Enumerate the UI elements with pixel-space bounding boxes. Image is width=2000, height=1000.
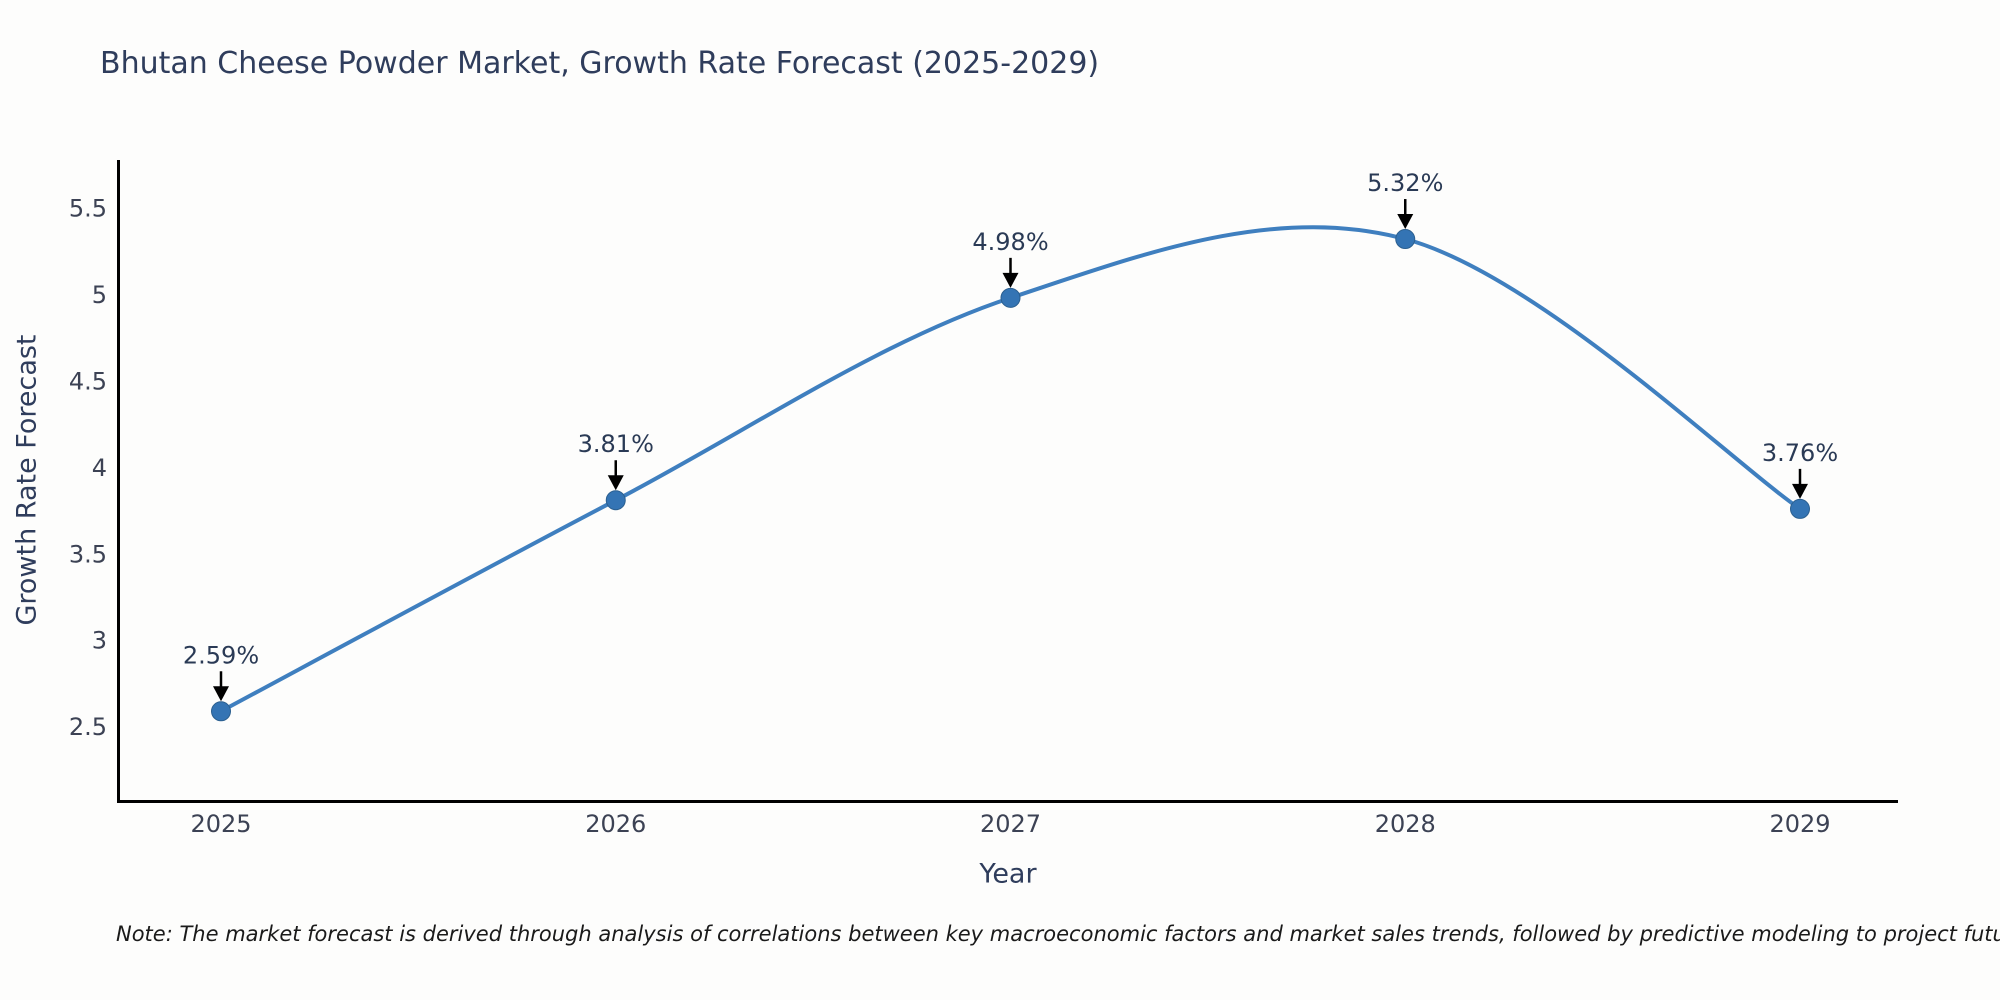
y-tick-label: 3.5 xyxy=(69,540,107,568)
y-tick-label: 5.5 xyxy=(69,194,107,222)
data-point xyxy=(211,701,231,722)
data-point xyxy=(1395,229,1416,250)
x-tick-label: 2028 xyxy=(1375,810,1436,838)
x-axis-title: Year xyxy=(979,858,1037,890)
annotation-arrow-head xyxy=(607,475,624,491)
y-tick-label: 5 xyxy=(92,281,107,309)
data-point xyxy=(605,490,626,511)
data-point xyxy=(1000,287,1021,308)
annotation-arrow-head xyxy=(1002,272,1019,288)
y-tick-label: 4 xyxy=(92,454,107,482)
y-tick-label: 4.5 xyxy=(69,367,107,395)
data-point-label: 3.81% xyxy=(578,430,654,458)
annotation-arrow-head xyxy=(213,686,229,702)
y-tick-label: 3 xyxy=(92,627,107,655)
annotation-arrow-head xyxy=(1792,483,1808,499)
data-point-label: 4.98% xyxy=(972,228,1048,256)
x-tick-label: 2026 xyxy=(585,810,646,838)
data-point-label: 2.59% xyxy=(183,641,259,669)
data-point xyxy=(1790,498,1810,519)
data-point-label: 3.76% xyxy=(1762,439,1838,467)
x-tick-label: 2027 xyxy=(980,810,1041,838)
data-point-label: 5.32% xyxy=(1367,169,1443,197)
chart-title: Bhutan Cheese Powder Market, Growth Rate… xyxy=(100,46,1100,81)
footnote: Note: The market forecast is derived thr… xyxy=(116,922,2000,946)
y-tick-label: 2.5 xyxy=(69,713,107,741)
x-tick-label: 2029 xyxy=(1769,810,1830,838)
annotation-arrow-head xyxy=(1397,214,1414,230)
x-tick-label: 2025 xyxy=(190,810,251,838)
